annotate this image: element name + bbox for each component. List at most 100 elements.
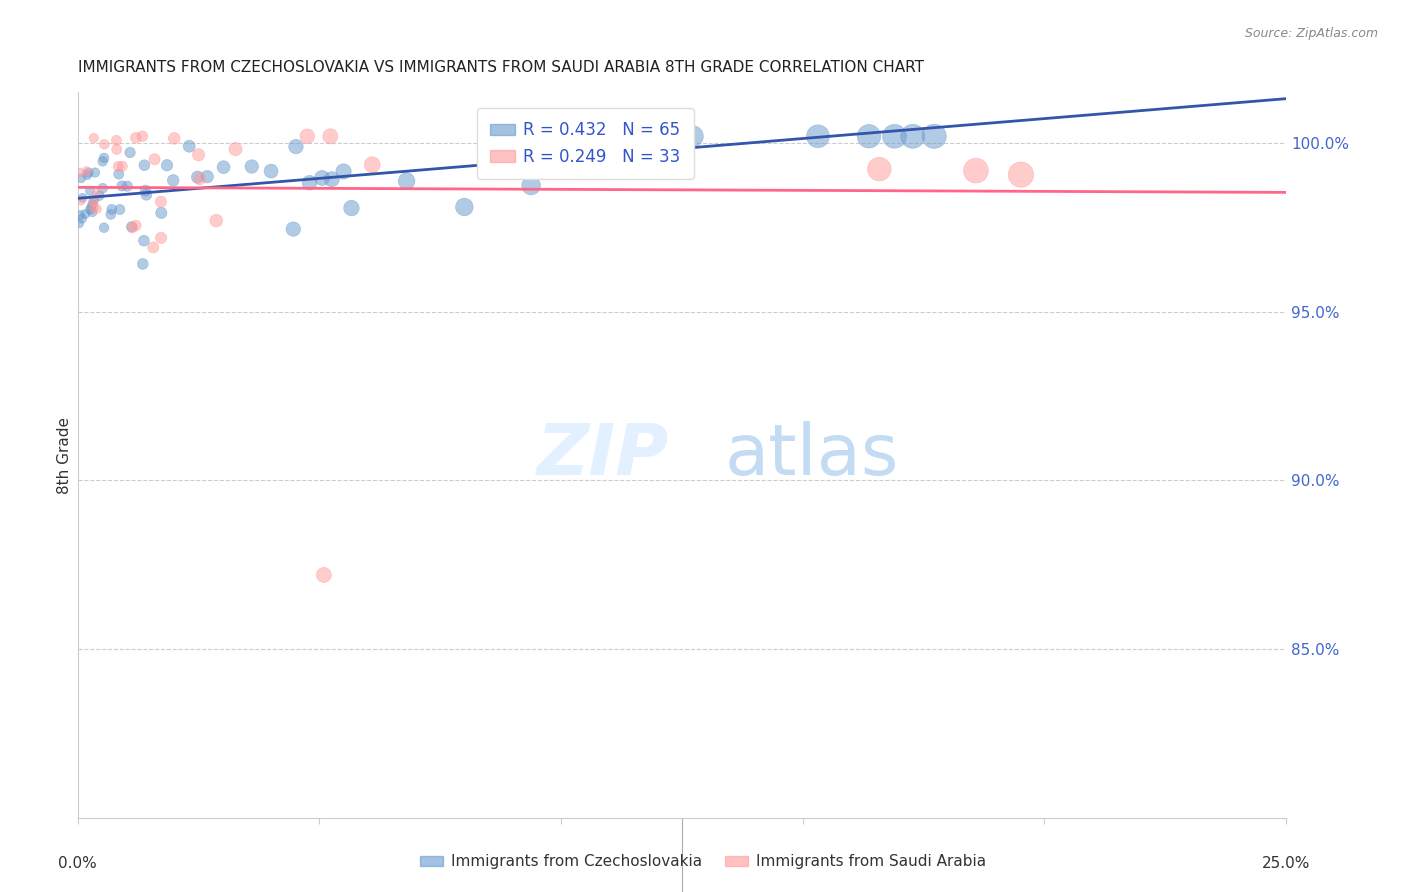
Point	[86, 202, 108, 216]
Point	[498, 153, 520, 168]
Point	[82, 194, 104, 209]
Point	[395, 174, 418, 188]
Point	[105, 133, 128, 147]
Point	[922, 129, 945, 144]
Point	[93, 220, 115, 235]
Point	[79, 202, 101, 217]
Point	[76, 168, 98, 182]
Point	[67, 216, 90, 230]
Point	[132, 257, 155, 271]
Point	[668, 129, 690, 144]
Point	[187, 148, 209, 162]
Point	[321, 172, 343, 186]
Point	[125, 219, 148, 233]
Point	[149, 194, 172, 209]
Point	[807, 129, 830, 144]
Text: IMMIGRANTS FROM CZECHOSLOVAKIA VS IMMIGRANTS FROM SAUDI ARABIA 8TH GRADE CORRELA: IMMIGRANTS FROM CZECHOSLOVAKIA VS IMMIGR…	[77, 60, 924, 75]
Point	[82, 205, 104, 219]
Point	[76, 164, 98, 178]
Point	[260, 164, 283, 178]
Point	[205, 213, 228, 227]
Point	[883, 129, 905, 144]
Point	[86, 187, 108, 202]
Point	[143, 153, 166, 167]
Point	[179, 139, 201, 153]
Point	[134, 158, 156, 172]
Point	[84, 165, 107, 179]
Point	[311, 171, 333, 186]
Point	[83, 201, 105, 215]
Point	[70, 171, 93, 186]
Point	[340, 201, 363, 215]
Point	[163, 131, 186, 145]
Y-axis label: 8th Grade: 8th Grade	[58, 417, 72, 493]
Point	[108, 202, 131, 217]
Point	[162, 173, 184, 187]
Point	[224, 142, 246, 156]
Text: ZIP: ZIP	[537, 421, 669, 490]
Point	[79, 184, 101, 198]
Point	[297, 129, 319, 144]
Point	[650, 131, 672, 145]
Point	[598, 129, 620, 144]
Point	[120, 145, 142, 160]
Point	[240, 160, 263, 174]
Legend: Immigrants from Czechoslovakia, Immigrants from Saudi Arabia: Immigrants from Czechoslovakia, Immigran…	[415, 848, 991, 875]
Point	[332, 164, 354, 178]
Point	[188, 171, 211, 186]
Point	[105, 142, 128, 156]
Point	[77, 165, 100, 179]
Point	[91, 181, 114, 195]
Text: Source: ZipAtlas.com: Source: ZipAtlas.com	[1244, 27, 1378, 40]
Point	[83, 193, 105, 207]
Point	[69, 194, 91, 208]
Point	[93, 151, 115, 165]
Point	[195, 169, 218, 184]
Point	[858, 129, 880, 144]
Legend: R = 0.432   N = 65, R = 0.249   N = 33: R = 0.432 N = 65, R = 0.249 N = 33	[477, 108, 693, 179]
Point	[107, 160, 129, 174]
Point	[107, 167, 129, 181]
Point	[69, 165, 91, 179]
Point	[91, 154, 114, 169]
Point	[125, 130, 148, 145]
Point	[150, 231, 173, 245]
Point	[111, 178, 134, 193]
Point	[131, 129, 153, 144]
Point	[186, 170, 208, 185]
Point	[111, 159, 134, 173]
Point	[82, 197, 104, 211]
Point	[298, 176, 321, 190]
Point	[284, 139, 307, 153]
Point	[100, 207, 122, 221]
Point	[486, 153, 509, 168]
Point	[901, 129, 924, 144]
Point	[548, 129, 571, 144]
Point	[93, 137, 115, 152]
Point	[453, 200, 475, 214]
Point	[156, 158, 179, 172]
Point	[283, 222, 305, 236]
Point	[868, 162, 890, 177]
Text: 0.0%: 0.0%	[59, 856, 97, 871]
Point	[361, 158, 384, 172]
Point	[132, 234, 155, 248]
Point	[142, 240, 165, 254]
Point	[520, 178, 543, 193]
Point	[89, 188, 111, 202]
Point	[1010, 168, 1032, 182]
Point	[117, 179, 139, 194]
Point	[83, 131, 105, 145]
Point	[70, 211, 93, 226]
Point	[69, 208, 91, 222]
Point	[150, 206, 173, 220]
Point	[135, 187, 157, 202]
Point	[212, 160, 235, 174]
Point	[312, 568, 335, 582]
Point	[319, 129, 342, 144]
Text: 25.0%: 25.0%	[1261, 856, 1310, 871]
Point	[80, 200, 103, 214]
Point	[121, 219, 143, 234]
Point	[72, 191, 94, 205]
Point	[135, 184, 157, 198]
